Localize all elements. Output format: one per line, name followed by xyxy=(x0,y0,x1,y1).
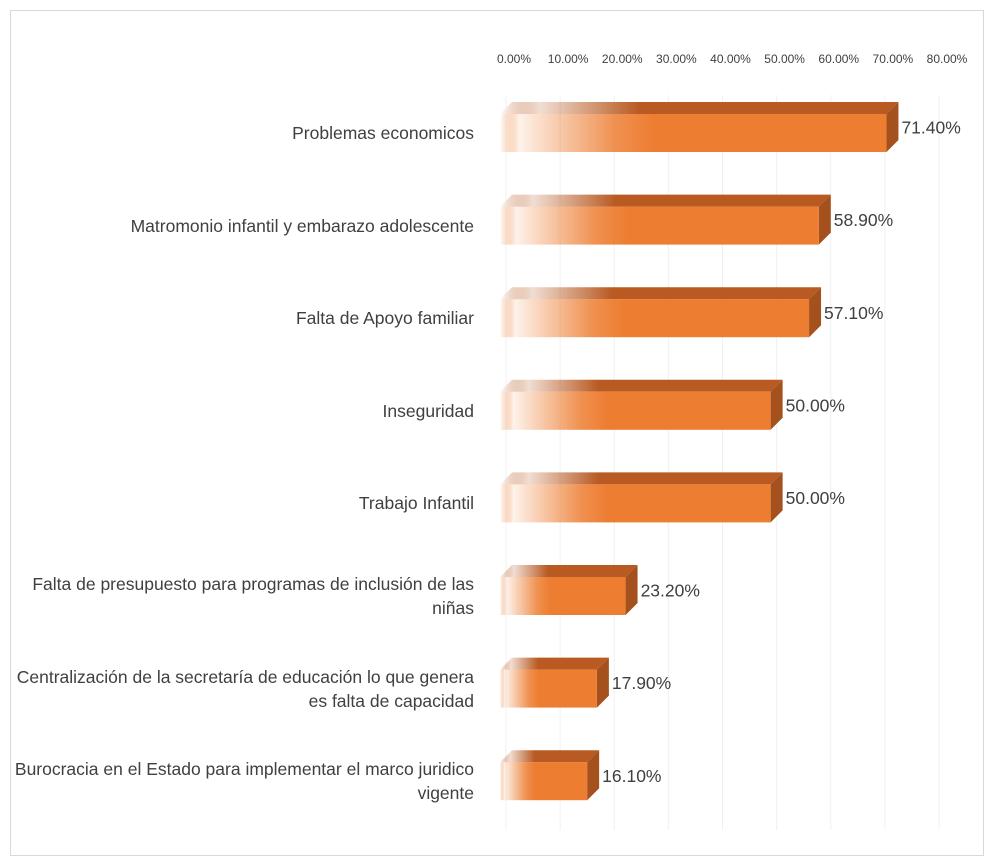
y-tick-label: Trabajo Infantil xyxy=(358,493,474,514)
x-tick-label: 80.00% xyxy=(927,52,968,66)
bar xyxy=(500,299,810,338)
x-tick-label: 40.00% xyxy=(710,52,751,66)
y-tick-label: Falta de Apoyo familiar xyxy=(295,308,474,329)
bar xyxy=(500,206,819,245)
y-tick-label: Problemas economicos xyxy=(292,123,474,143)
value-label: 50.00% xyxy=(786,395,845,415)
bar-side xyxy=(770,379,783,430)
bar-side xyxy=(587,750,600,801)
bar-top xyxy=(500,287,822,300)
bar-side xyxy=(818,194,831,245)
bar xyxy=(500,114,887,152)
bar-top xyxy=(500,565,638,577)
x-tick-label: 50.00% xyxy=(764,52,805,66)
x-tick-label: 10.00% xyxy=(548,52,589,66)
bar xyxy=(500,577,626,615)
y-tick-label: Inseguridad xyxy=(382,400,474,421)
bar xyxy=(500,669,597,708)
value-label: 71.40% xyxy=(901,118,960,138)
value-label: 23.20% xyxy=(641,581,700,601)
bar-side xyxy=(809,287,822,338)
bar xyxy=(500,762,588,801)
bar-side xyxy=(770,472,783,523)
bar-top xyxy=(500,379,783,392)
x-tick-label: 30.00% xyxy=(656,52,697,66)
bar-side xyxy=(596,657,609,708)
y-tick-label: Burocracia en el Estado para implementar… xyxy=(14,759,474,804)
y-tick-label: Falta de presupuesto para programas de i… xyxy=(32,574,474,618)
value-label: 50.00% xyxy=(786,488,845,508)
bar xyxy=(500,484,771,523)
bar-top xyxy=(500,194,831,207)
value-label: 16.10% xyxy=(602,766,661,786)
y-tick-label: Centralización de la secretaría de educa… xyxy=(16,666,474,711)
bar xyxy=(500,391,771,430)
value-label: 58.90% xyxy=(834,210,893,230)
bar-side xyxy=(886,102,899,152)
value-label: 17.90% xyxy=(612,673,671,693)
bar-top xyxy=(500,102,899,114)
x-tick-label: 20.00% xyxy=(602,52,643,66)
x-tick-label: 70.00% xyxy=(873,52,914,66)
bar-top xyxy=(500,472,783,485)
x-tick-label: 0.00% xyxy=(497,52,531,66)
bar-side xyxy=(625,565,638,615)
bar-top xyxy=(500,657,609,670)
chart-frame xyxy=(10,10,984,856)
value-label: 57.10% xyxy=(824,303,883,323)
y-tick-label: Matromonio infantil y embarazo adolescen… xyxy=(130,215,474,236)
bar-top xyxy=(500,750,600,763)
x-tick-label: 60.00% xyxy=(818,52,859,66)
